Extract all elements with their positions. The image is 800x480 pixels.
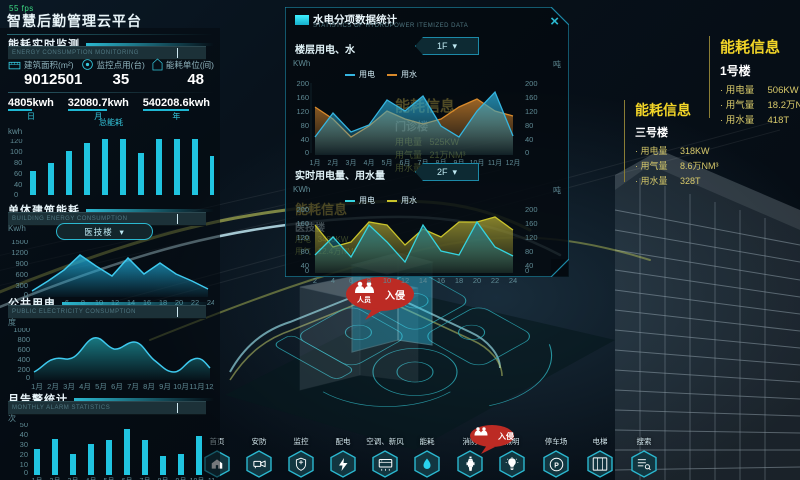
svg-text:30: 30 — [20, 440, 28, 449]
svg-text:14: 14 — [419, 276, 427, 285]
svg-text:10: 10 — [383, 276, 391, 285]
svg-text:8月: 8月 — [143, 382, 155, 390]
svg-text:4月: 4月 — [79, 382, 91, 390]
svg-text:9月: 9月 — [159, 382, 171, 390]
svg-text:5月: 5月 — [382, 159, 393, 167]
svg-text:40: 40 — [14, 180, 22, 189]
svg-text:0: 0 — [305, 266, 309, 275]
svg-text:6: 6 — [349, 276, 353, 285]
svg-text:12月: 12月 — [506, 159, 521, 167]
svg-text:12月: 12月 — [205, 382, 214, 390]
svg-text:400: 400 — [17, 355, 30, 364]
svg-text:10月: 10月 — [173, 382, 189, 390]
svg-text:20: 20 — [20, 450, 28, 459]
svg-text:200: 200 — [296, 207, 309, 214]
svg-text:200: 200 — [525, 81, 538, 88]
svg-text:600: 600 — [17, 345, 30, 354]
svg-text:120: 120 — [10, 139, 23, 145]
svg-text:2: 2 — [313, 276, 317, 285]
svg-text:4: 4 — [331, 276, 335, 285]
svg-text:0: 0 — [24, 468, 28, 477]
svg-text:1000: 1000 — [13, 328, 30, 334]
svg-text:80: 80 — [301, 247, 309, 256]
svg-text:6月: 6月 — [400, 159, 411, 167]
svg-text:80: 80 — [14, 158, 22, 167]
svg-text:8: 8 — [367, 276, 371, 285]
svg-text:160: 160 — [296, 93, 309, 102]
svg-text:60: 60 — [14, 169, 22, 178]
svg-text:0: 0 — [14, 190, 18, 199]
svg-text:160: 160 — [525, 93, 538, 102]
svg-text:18: 18 — [455, 276, 463, 285]
svg-text:24: 24 — [509, 276, 517, 285]
svg-text:0: 0 — [525, 148, 529, 157]
svg-text:300: 300 — [15, 281, 28, 290]
svg-text:50: 50 — [20, 423, 28, 429]
svg-text:入侵: 入侵 — [497, 431, 514, 441]
svg-text:0: 0 — [525, 266, 529, 275]
svg-text:40: 40 — [525, 135, 533, 144]
svg-text:80: 80 — [525, 121, 533, 130]
svg-text:20: 20 — [473, 276, 481, 285]
svg-text:100: 100 — [10, 147, 23, 156]
svg-text:2月: 2月 — [328, 159, 339, 167]
svg-text:80: 80 — [525, 247, 533, 256]
svg-text:11月: 11月 — [189, 382, 204, 390]
svg-text:0: 0 — [305, 148, 309, 157]
svg-text:22: 22 — [491, 276, 499, 285]
svg-text:900: 900 — [15, 259, 28, 268]
svg-text:80: 80 — [301, 121, 309, 130]
svg-text:人员: 人员 — [357, 295, 371, 304]
svg-text:12: 12 — [401, 276, 409, 285]
svg-text:7月: 7月 — [127, 382, 139, 390]
svg-text:120: 120 — [296, 233, 309, 242]
svg-text:40: 40 — [301, 135, 309, 144]
svg-text:600: 600 — [15, 270, 28, 279]
svg-text:800: 800 — [17, 335, 30, 344]
svg-text:3月: 3月 — [346, 159, 357, 167]
svg-text:1月: 1月 — [31, 382, 43, 390]
svg-text:5月: 5月 — [95, 382, 107, 390]
svg-text:120: 120 — [525, 233, 538, 242]
svg-text:11月: 11月 — [488, 159, 502, 167]
svg-text:16: 16 — [437, 276, 445, 285]
svg-text:160: 160 — [525, 219, 538, 228]
svg-text:3月: 3月 — [63, 382, 75, 390]
svg-text:200: 200 — [296, 81, 309, 88]
svg-text:P: P — [554, 462, 559, 469]
svg-text:2月: 2月 — [47, 382, 59, 390]
svg-text:0: 0 — [26, 373, 30, 382]
svg-text:160: 160 — [296, 219, 309, 228]
svg-text:120: 120 — [296, 107, 309, 116]
svg-text:1月: 1月 — [310, 159, 321, 167]
svg-text:4月: 4月 — [364, 159, 375, 167]
svg-text:40: 40 — [20, 430, 28, 439]
svg-text:6月: 6月 — [111, 382, 123, 390]
svg-text:1500: 1500 — [11, 240, 28, 246]
svg-text:1200: 1200 — [11, 248, 28, 257]
svg-text:120: 120 — [525, 107, 538, 116]
svg-text:200: 200 — [525, 207, 538, 214]
